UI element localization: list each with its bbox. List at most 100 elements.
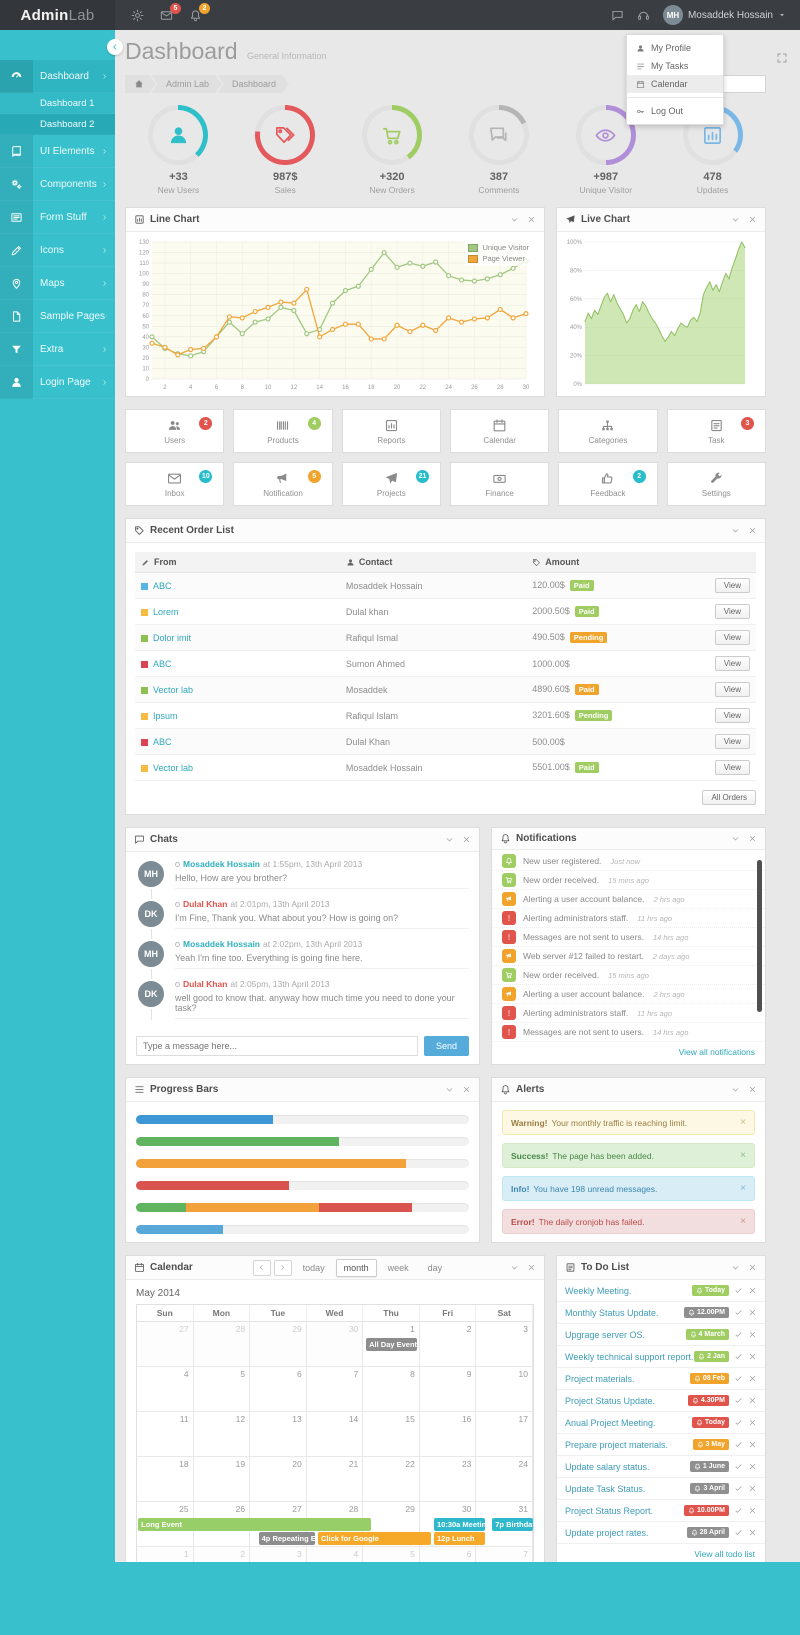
delete-icon[interactable] [748,1286,757,1295]
close-icon[interactable] [748,1263,757,1272]
calendar-day[interactable]: 9 [419,1367,477,1412]
calendar-next-button[interactable] [273,1259,292,1276]
todo-text[interactable]: Upgrage server OS. [565,1329,646,1340]
view-button[interactable]: View [714,656,750,671]
calendar-day[interactable]: 8 [363,1367,420,1412]
todo-text[interactable]: Anual Project Meeting. [565,1417,656,1428]
check-icon[interactable] [734,1462,743,1471]
calendar-event[interactable]: Long Event [138,1518,372,1531]
calendar-day[interactable]: 3 [476,1322,533,1367]
check-icon[interactable] [734,1418,743,1427]
calendar-week-button[interactable]: week [387,1262,409,1273]
sidebar-item-form-stuff[interactable]: Form Stuff [0,200,115,234]
calendar-day[interactable]: 29 [363,1502,420,1547]
collapse-icon[interactable] [731,1263,740,1272]
check-icon[interactable] [734,1330,743,1339]
delete-icon[interactable] [748,1352,757,1361]
sidebar-item-maps[interactable]: Maps [0,266,115,300]
dropdown-item-my-tasks[interactable]: My Tasks [627,57,723,75]
tile-reports[interactable]: Reports [341,409,441,453]
calendar-day[interactable]: 30 [306,1322,364,1367]
stat-sales[interactable]: 987$ Sales [232,105,339,195]
notification-item[interactable]: Alerting a user account balance. 2 hrs ag… [492,985,765,1004]
view-all-notifications-link[interactable]: View all notifications [678,1047,755,1057]
calendar-day[interactable]: 4 [306,1547,364,1562]
calendar-day[interactable]: 11 [137,1412,194,1457]
user-menu-button[interactable]: MH Mosaddek Hossain [662,5,786,25]
close-icon[interactable] [527,215,536,224]
tile-finance[interactable]: Finance [450,462,550,506]
todo-text[interactable]: Weekly Meeting. [565,1285,632,1296]
calendar-day[interactable]: 10 [476,1367,533,1412]
fullscreen-toggle-icon[interactable] [776,52,788,64]
order-from[interactable]: Lorem [153,606,179,617]
calendar-day[interactable]: 6 [250,1367,307,1412]
messages-button[interactable]: 5 [160,2,181,22]
stat-comments[interactable]: 387 Comments [445,105,552,195]
close-icon[interactable]: × [740,1150,746,1161]
calendar-day[interactable]: 2 [193,1547,251,1562]
view-button[interactable]: View [714,604,750,619]
stat-unique-visitor[interactable]: +987 Unique Visitor [552,105,659,195]
stat-new-users[interactable]: +33 New Users [125,105,232,195]
tile-task[interactable]: Task 3 [666,409,766,453]
chat-message-input[interactable] [136,1036,418,1056]
tile-users[interactable]: Users 2 [125,409,225,453]
calendar-today-button[interactable]: today [302,1262,325,1273]
calendar-day[interactable]: 29 [250,1322,307,1367]
scrollbar[interactable] [757,860,762,1012]
calendar-day[interactable]: 18 [137,1457,194,1502]
sidebar-item-extra[interactable]: Extra [0,332,115,366]
todo-text[interactable]: Update Task Status. [565,1483,646,1494]
sidebar-subitem-dashboard-1[interactable]: Dashboard 1 [0,93,115,114]
sidebar-item-icons[interactable]: Icons [0,233,115,267]
calendar-day[interactable]: 16 [419,1412,477,1457]
dropdown-item-calendar[interactable]: Calendar [627,75,723,93]
dropdown-item-my-profile[interactable]: My Profile [627,39,723,57]
check-icon[interactable] [734,1308,743,1317]
order-from[interactable]: ABC [153,658,172,669]
collapse-icon[interactable] [731,1085,740,1094]
calendar-day[interactable]: 19 [193,1457,251,1502]
close-icon[interactable] [748,526,757,535]
check-icon[interactable] [734,1528,743,1537]
delete-icon[interactable] [748,1462,757,1471]
calendar-day[interactable]: 6 [419,1547,477,1562]
sidebar-item-dashboard[interactable]: Dashboard [0,59,115,93]
collapse-icon[interactable] [445,1085,454,1094]
calendar-day[interactable]: 7 [306,1367,364,1412]
delete-icon[interactable] [748,1308,757,1317]
support-button[interactable] [637,9,650,22]
tile-products[interactable]: Products 4 [233,409,333,453]
tile-projects[interactable]: Projects 21 [341,462,441,506]
collapse-icon[interactable] [731,215,740,224]
delete-icon[interactable] [748,1418,757,1427]
todo-text[interactable]: Update project rates. [565,1527,649,1538]
check-icon[interactable] [734,1352,743,1361]
sidebar-item-sample-pages[interactable]: Sample Pages [0,299,115,333]
notification-item[interactable]: New order received. 15 mins ago [492,871,765,890]
all-orders-button[interactable]: All Orders [702,790,756,805]
order-from[interactable]: Vector lab [153,762,194,773]
calendar-day-button[interactable]: day [427,1262,443,1273]
todo-text[interactable]: Update salary status. [565,1461,650,1472]
breadcrumb-item[interactable]: Admin Lab [151,75,222,93]
sidebar-item-ui-elements[interactable]: UI Elements [0,134,115,168]
todo-text[interactable]: Project materials. [565,1373,635,1384]
close-icon[interactable] [748,1085,757,1094]
breadcrumb-item[interactable]: Dashboard [217,75,289,93]
notification-item[interactable]: New order received. 15 mins ago [492,966,765,985]
view-button[interactable]: View [714,630,750,645]
view-button[interactable]: View [714,760,750,775]
close-icon[interactable] [748,834,757,843]
collapse-icon[interactable] [731,834,740,843]
calendar-day[interactable]: 1 [363,1322,420,1367]
calendar-day[interactable]: 13 [250,1412,307,1457]
calendar-day[interactable]: 14 [306,1412,364,1457]
check-icon[interactable] [734,1484,743,1493]
order-from[interactable]: ABC [153,736,172,747]
close-icon[interactable] [748,215,757,224]
breadcrumb-home[interactable] [125,75,156,93]
logo[interactable]: Admin Lab [0,0,115,30]
dropdown-item-log-out[interactable]: Log Out [627,102,723,120]
